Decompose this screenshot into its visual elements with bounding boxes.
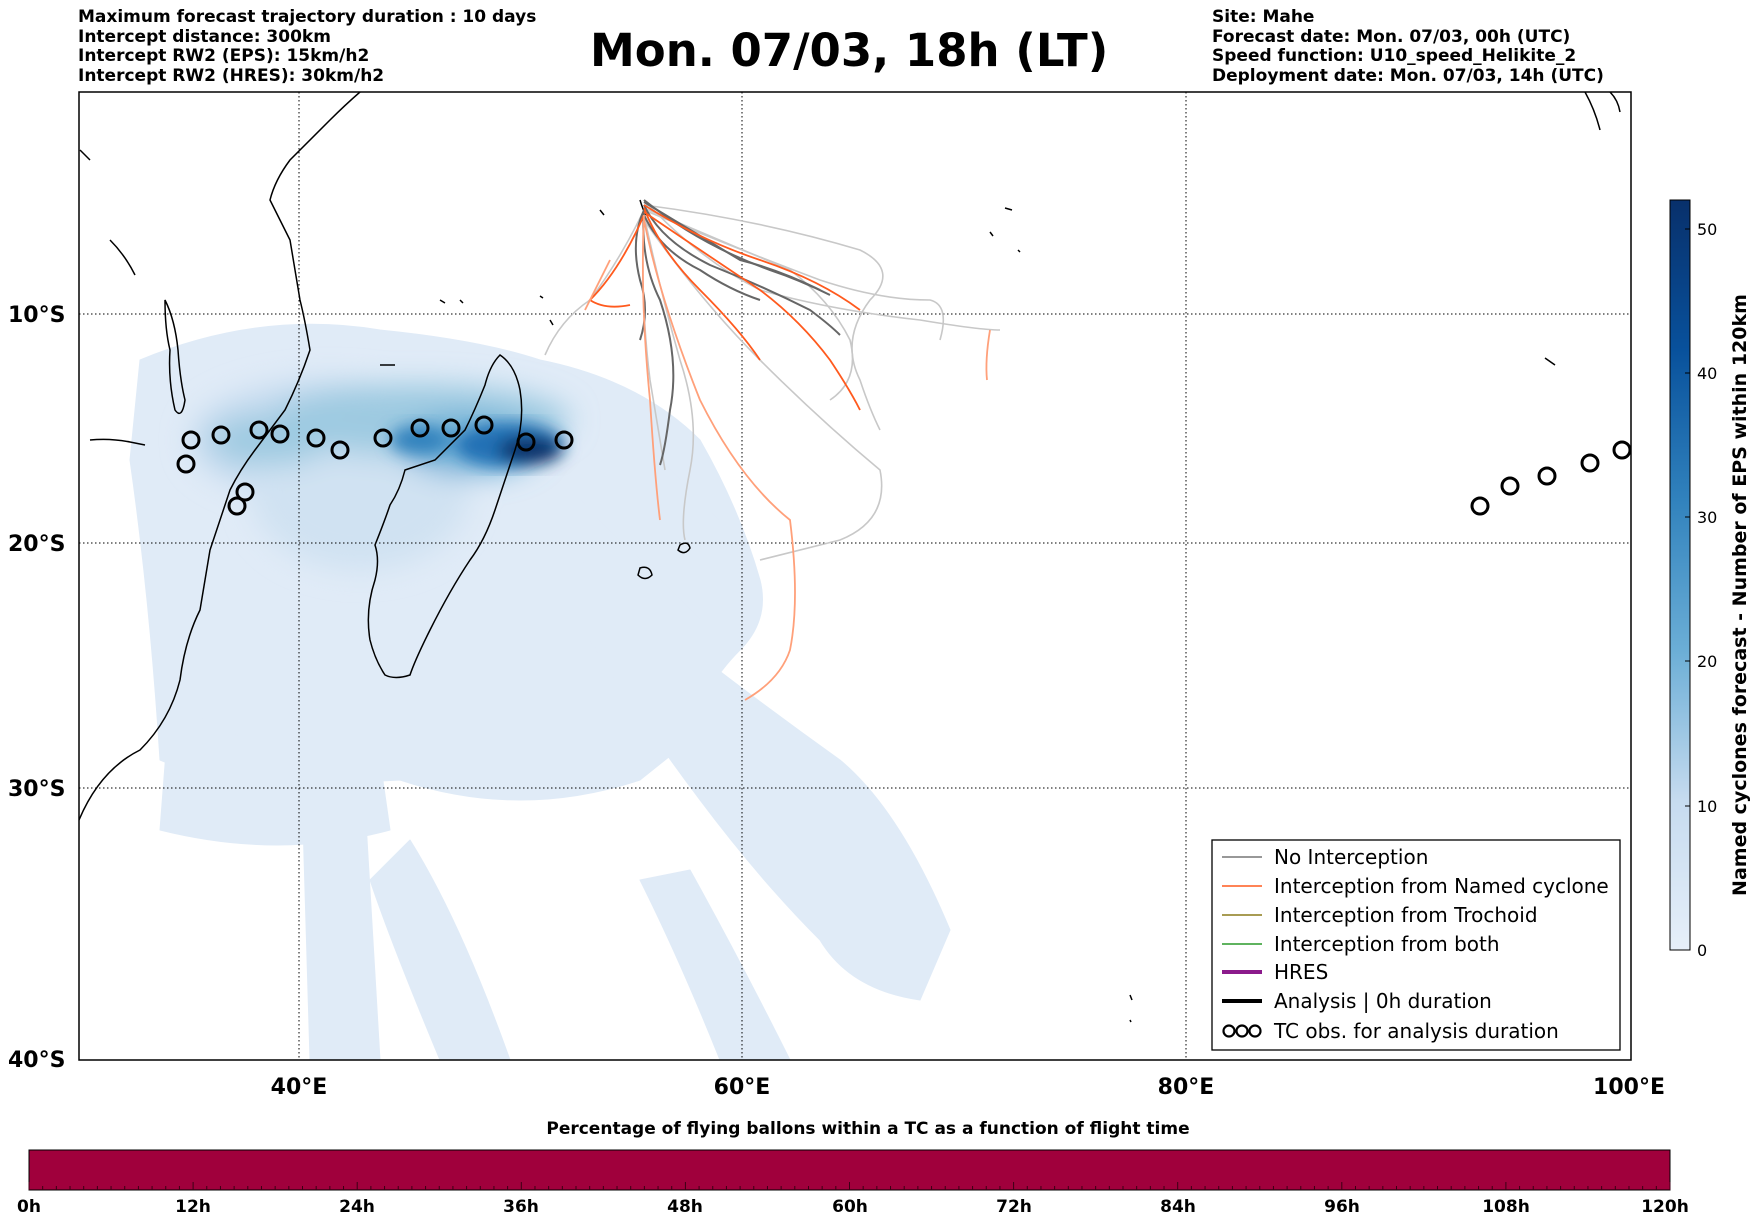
legend-label-trochoid: Interception from Trochoid: [1274, 903, 1538, 927]
legend-label-hres: HRES: [1274, 960, 1328, 984]
legend-label-analysis: Analysis | 0h duration: [1274, 989, 1492, 1013]
flight-time-tick-36h: 36h: [503, 1197, 539, 1217]
info-speed-function: Speed function: U10_speed_Helikite_2: [1212, 46, 1577, 66]
lat-label-40s: 40°S: [8, 1048, 65, 1073]
legend-label-named-cyclone: Interception from Named cyclone: [1274, 874, 1609, 898]
flight-time-tick-48h: 48h: [667, 1197, 703, 1217]
legend-label-both: Interception from both: [1274, 932, 1500, 956]
colorbar-tick-30: 30: [1697, 508, 1717, 527]
lat-label-30s: 30°S: [8, 777, 65, 802]
info-left: Maximum forecast trajectory duration : 1…: [78, 7, 537, 86]
info-intercept-eps: Intercept RW2 (EPS): 15km/h2: [78, 46, 370, 66]
colorbar-label: Named cyclones forecast - Number of EPS …: [1729, 294, 1751, 896]
legend-swatch-tc-obs: [1222, 1024, 1262, 1038]
map-frame: [78, 91, 1632, 1061]
lat-label-20s: 20°S: [8, 532, 65, 557]
flight-time-bar-title: Percentage of flying ballons within a TC…: [546, 1119, 1189, 1139]
legend-box: [1211, 839, 1621, 1051]
coastlines: [79, 92, 1621, 1023]
lon-label-100e: 100°E: [1593, 1075, 1665, 1100]
colorbar-tick-20: 20: [1697, 652, 1717, 671]
legend: No Interception Interception from Named …: [1211, 839, 1621, 1051]
lon-label-60e: 60°E: [714, 1075, 771, 1100]
flight-time-tick-120h: 120h: [1641, 1197, 1689, 1217]
flight-time-tick-108h: 108h: [1482, 1197, 1530, 1217]
legend-label-no-interception: No Interception: [1274, 845, 1428, 869]
flight-time-tick-96h: 96h: [1324, 1197, 1360, 1217]
colorbar-gradient: [1669, 199, 1691, 951]
info-deployment-date: Deployment date: Mon. 07/03, 14h (UTC): [1212, 65, 1604, 86]
colorbar-tick-0: 0: [1697, 941, 1707, 960]
flight-time-tick-12h: 12h: [175, 1197, 211, 1217]
info-forecast-date: Forecast date: Mon. 07/03, 00h (UTC): [1212, 26, 1571, 47]
flight-time-bar-ticks: [28, 1182, 1671, 1190]
colorbar-tick-50: 50: [1697, 220, 1717, 239]
flight-time-bar: Percentage of flying ballons within a TC…: [17, 1119, 1689, 1217]
lat-label-10s: 10°S: [8, 303, 65, 328]
legend-label-tc-obs: TC obs. for analysis duration: [1273, 1019, 1559, 1043]
density-field: [129, 323, 951, 1060]
colorbar-tick-40: 40: [1697, 364, 1717, 383]
map-title: Mon. 07/03, 18h (LT): [590, 24, 1109, 77]
flight-time-tick-60h: 60h: [832, 1197, 868, 1217]
map-content: [79, 92, 1631, 1060]
lon-label-80e: 80°E: [1158, 1075, 1215, 1100]
flight-time-tick-0h: 0h: [17, 1197, 41, 1217]
flight-time-tick-84h: 84h: [1160, 1197, 1196, 1217]
info-right: Site: Mahe Forecast date: Mon. 07/03, 00…: [1212, 7, 1604, 86]
info-max-duration: Maximum forecast trajectory duration : 1…: [78, 7, 537, 27]
colorbar: 0 10 20 30 40 50 Named cyclones forecast…: [1669, 199, 1751, 960]
flight-time-tick-24h: 24h: [339, 1197, 375, 1217]
trajectories-no-interception-light: [544, 199, 1001, 561]
tc-observations: [176, 415, 1631, 516]
colorbar-tick-10: 10: [1697, 797, 1717, 816]
lon-label-40e: 40°E: [271, 1075, 328, 1100]
trajectories-no-interception: [634, 199, 841, 466]
info-intercept-hres: Intercept RW2 (HRES): 30km/h2: [78, 65, 385, 86]
info-intercept-distance: Intercept distance: 300km: [78, 26, 331, 47]
flight-time-tick-72h: 72h: [996, 1197, 1032, 1217]
trajectories-named-cyclone: [584, 204, 991, 701]
info-site: Site: Mahe: [1212, 7, 1315, 27]
